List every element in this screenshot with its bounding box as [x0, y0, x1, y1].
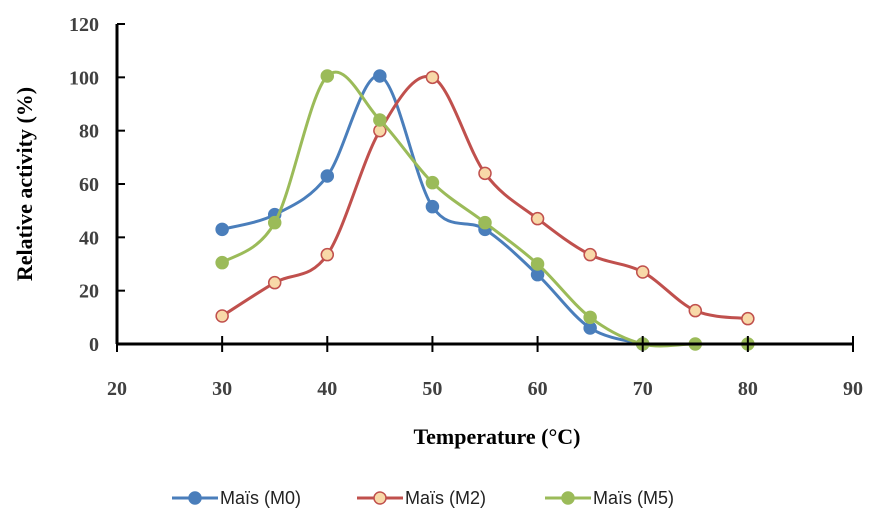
data-point [583, 310, 597, 325]
y-tick-label: 0 [89, 334, 99, 356]
data-point [425, 175, 440, 190]
legend-label: Maïs (M0) [220, 488, 301, 508]
legend-item: Maïs (M0) [172, 488, 301, 508]
y-tick-label: 40 [79, 227, 99, 249]
x-axis-title: Temperature (°C) [413, 424, 580, 449]
legend-marker [561, 491, 575, 505]
x-tick-label: 20 [107, 378, 127, 400]
data-point [267, 275, 282, 290]
x-tick-label: 60 [528, 378, 548, 400]
legend: Maïs (M0) Maïs (M2) Maïs (M5) [172, 488, 674, 508]
ticks-layer: 0 20 40 60 80 100 120 20 30 40 50 60 70 80 90 [69, 14, 863, 400]
data-point [425, 199, 440, 214]
data-point [688, 303, 703, 318]
y-tick-label: 100 [69, 67, 99, 89]
data-point [478, 215, 492, 230]
legend-item: Maïs (M5) [545, 488, 674, 508]
data-point [530, 211, 545, 226]
legend-item: Maïs (M2) [357, 488, 486, 508]
data-point [373, 69, 387, 83]
y-tick-label: 60 [79, 174, 99, 196]
x-tick-label: 90 [843, 378, 863, 400]
data-point [425, 70, 440, 85]
data-point [373, 113, 387, 127]
data-point [320, 69, 335, 83]
x-tick-label: 50 [422, 378, 442, 400]
data-point [215, 255, 229, 270]
x-tick-label: 40 [317, 378, 337, 400]
series-3 [215, 69, 755, 351]
x-tick-label: 70 [633, 378, 653, 400]
legend-marker [188, 491, 202, 505]
legend-label: Maïs (M2) [405, 488, 486, 508]
series-layer [215, 69, 755, 351]
x-tick-label: 30 [212, 378, 232, 400]
legend-label: Maïs (M5) [593, 488, 674, 508]
y-tick-label: 20 [79, 281, 99, 303]
y-axis-title: Relative activity (%) [12, 87, 37, 281]
data-point [320, 247, 335, 262]
data-point [215, 222, 229, 237]
data-point [320, 169, 335, 183]
series-line [221, 74, 749, 321]
series-line [221, 74, 644, 346]
data-point [741, 311, 755, 326]
x-tick-label: 80 [738, 378, 758, 400]
y-tick-label: 80 [79, 121, 99, 143]
data-point [215, 309, 229, 323]
series-2 [215, 70, 755, 326]
series-line [221, 70, 748, 348]
axes-layer [115, 24, 853, 346]
data-point [583, 247, 597, 262]
data-point [635, 265, 650, 279]
y-tick-label: 120 [69, 14, 99, 36]
data-point [530, 257, 545, 271]
legend-marker [373, 491, 387, 505]
data-point [267, 215, 282, 230]
data-point [478, 166, 492, 181]
